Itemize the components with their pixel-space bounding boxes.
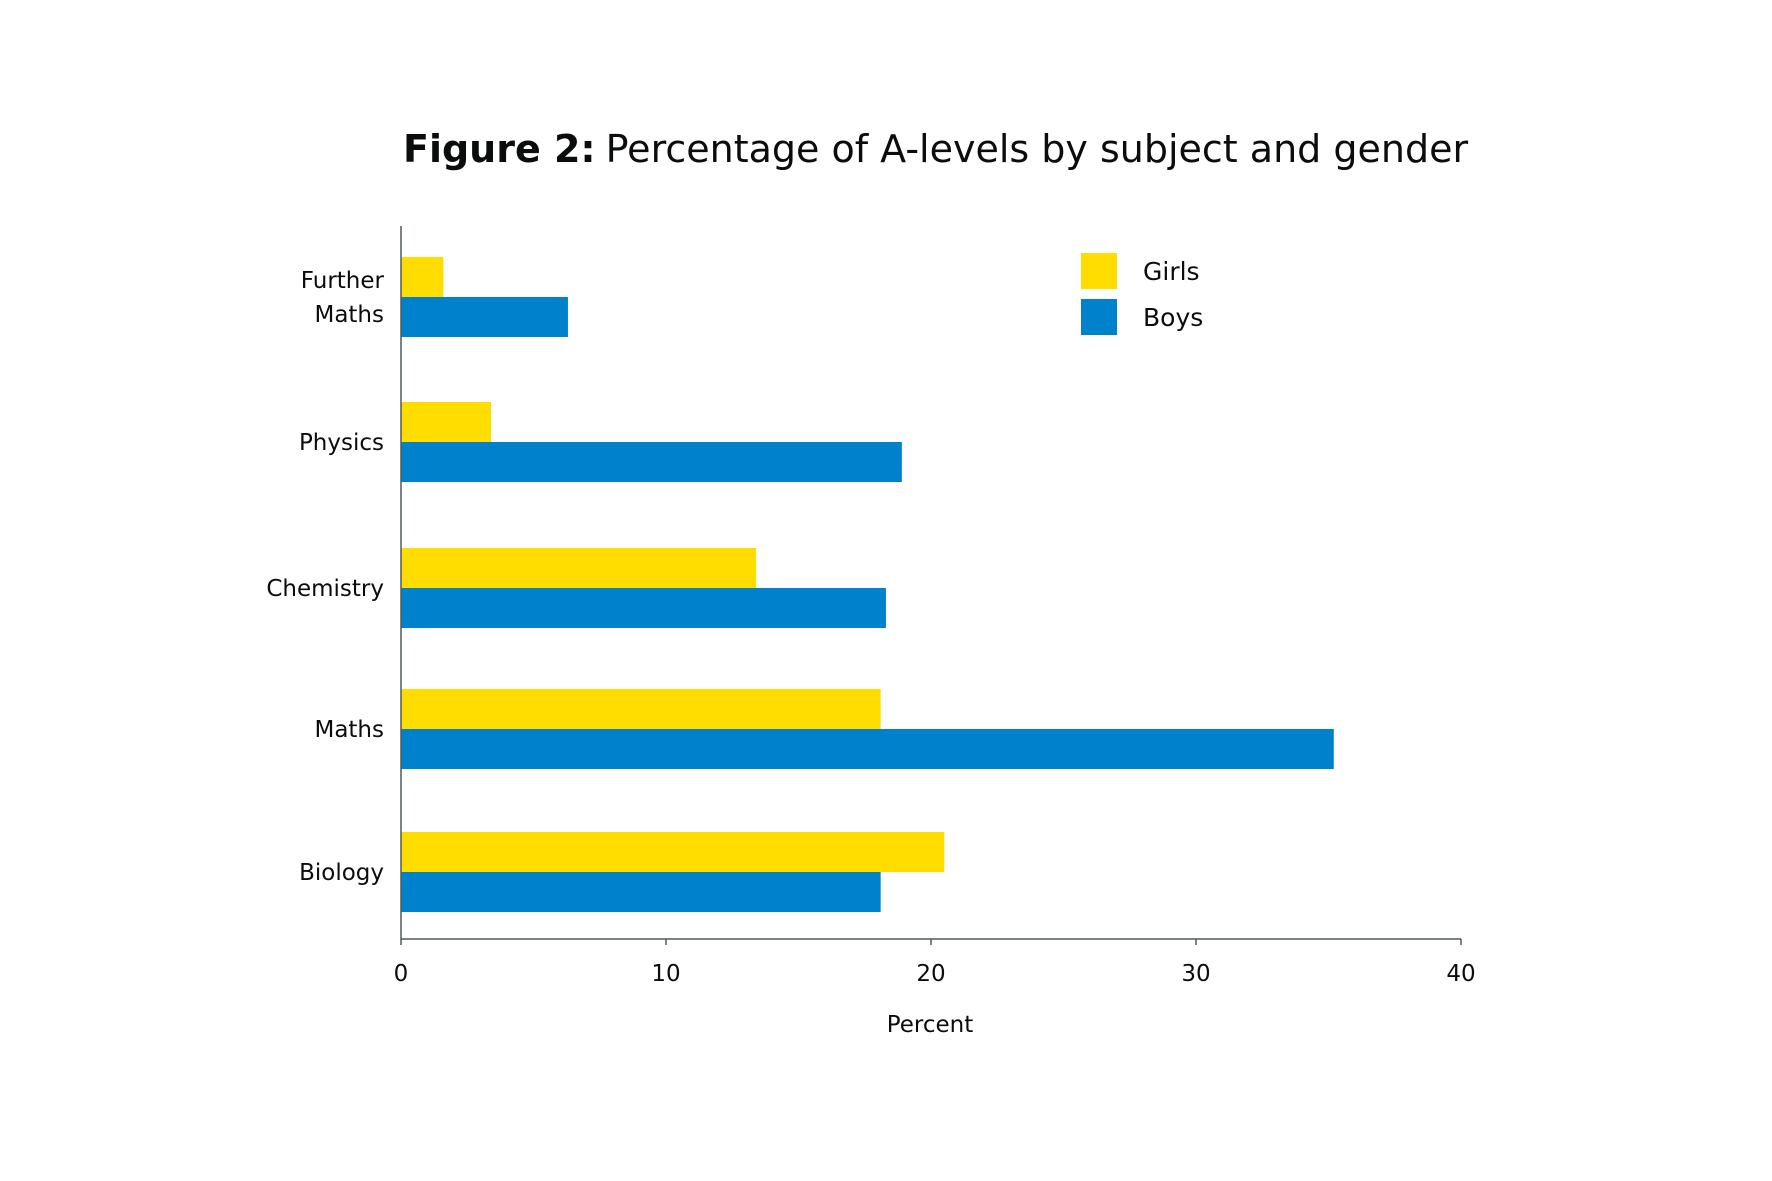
chart-title-text: Figure 2: Percentage of A-levels by subje… — [403, 127, 1468, 171]
category-label-line: Biology — [299, 860, 384, 886]
chart-title: Figure 2: Percentage of A-levels by subje… — [403, 127, 1468, 171]
legend-label-boys: Boys — [1143, 303, 1203, 332]
bar-boys-biology — [401, 872, 881, 912]
category-label-line: Chemistry — [266, 576, 384, 602]
category-label: Chemistry — [266, 576, 384, 602]
labels-layer: Further Maths Physics Chemistry Maths Biology — [266, 268, 384, 886]
category-label: Biology — [299, 860, 384, 886]
bar-girls-maths — [401, 689, 881, 729]
category-label-line: Physics — [299, 430, 384, 456]
x-tick-label: 40 — [1446, 961, 1475, 987]
bar-boys-chemistry — [401, 588, 886, 628]
x-tick-label: 30 — [1181, 961, 1210, 987]
bar-girls-further-maths — [401, 257, 444, 297]
bar-boys-physics — [401, 442, 902, 482]
legend-swatch-girls — [1081, 253, 1117, 289]
x-tick-label: 10 — [651, 961, 680, 987]
x-tick-label: 0 — [394, 961, 409, 987]
chart-title-main: Percentage of A-levels by subject and ge… — [606, 127, 1469, 171]
bar-boys-further-maths — [401, 297, 568, 337]
category-label-line: Further — [301, 268, 385, 294]
category-label: Further Maths — [301, 268, 385, 328]
legend-label-girls: Girls — [1143, 257, 1200, 286]
legend: Girls Boys — [1081, 253, 1203, 335]
axes-layer: 0 10 20 30 40 — [394, 226, 1476, 987]
category-label-line: Maths — [314, 302, 384, 328]
x-tick-label: 20 — [916, 961, 945, 987]
x-axis-title: Percent — [887, 1012, 974, 1038]
bar-girls-physics — [401, 402, 492, 442]
bars-layer — [401, 257, 1334, 912]
category-label: Physics — [299, 430, 384, 456]
chart-title-prefix: Figure 2: — [403, 127, 596, 171]
category-label: Maths — [314, 717, 384, 743]
bar-boys-maths — [401, 729, 1334, 769]
bar-girls-chemistry — [401, 548, 757, 588]
category-label-line: Maths — [314, 717, 384, 743]
bar-girls-biology — [401, 832, 945, 872]
legend-swatch-boys — [1081, 299, 1117, 335]
